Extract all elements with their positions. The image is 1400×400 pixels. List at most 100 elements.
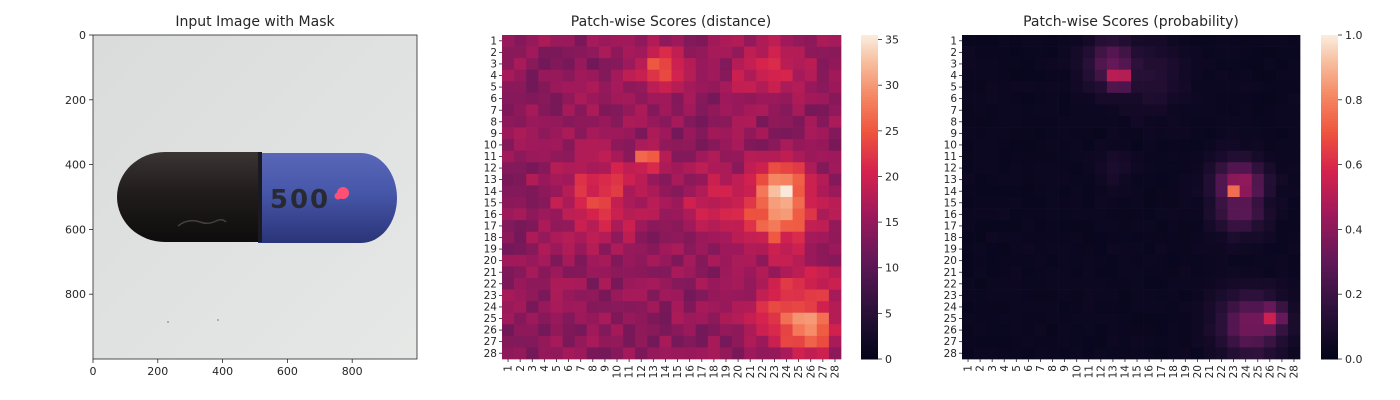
heatmap-cell xyxy=(719,173,733,186)
heatmap-cell xyxy=(719,150,733,163)
colorbar-step xyxy=(861,202,878,206)
heatmap-cell xyxy=(562,301,575,314)
heatmap-cell xyxy=(732,197,745,209)
heatmap-cell xyxy=(610,289,624,302)
heatmap-cell xyxy=(1191,266,1204,279)
heatmap-cell xyxy=(756,335,769,348)
heatmap-cell xyxy=(586,231,600,244)
heatmap-cell xyxy=(1082,116,1096,128)
heatmap-cell xyxy=(610,127,624,140)
heatmap-cell xyxy=(986,289,999,302)
colorbar-step xyxy=(861,278,878,282)
heatmap-cell xyxy=(695,197,709,209)
heatmap-cell xyxy=(1082,301,1096,314)
row-tick-label: 22 xyxy=(944,278,957,290)
heatmap-cell xyxy=(1106,197,1120,209)
heatmap-cell xyxy=(550,278,563,290)
heatmap-cell xyxy=(1167,243,1180,256)
heatmap-cell xyxy=(1082,162,1096,175)
heatmap-cell xyxy=(1143,301,1156,314)
colorbar-step xyxy=(1321,167,1338,171)
heatmap-cell xyxy=(756,58,769,71)
heatmap-cell xyxy=(974,162,987,175)
heatmap-cell xyxy=(1191,208,1204,221)
heatmap-cell xyxy=(1143,220,1156,233)
colorbar-step xyxy=(1321,234,1338,238)
heatmap-cell xyxy=(1167,197,1180,209)
heatmap-cell xyxy=(502,58,515,71)
heatmap-cell xyxy=(719,139,733,152)
heatmap-cell xyxy=(707,127,721,140)
heatmap-cell xyxy=(1287,208,1301,221)
col-tick-label: 15 xyxy=(1132,365,1144,378)
heatmap-cell xyxy=(1082,104,1096,117)
heatmap-cell xyxy=(804,266,818,279)
heatmap-cell xyxy=(610,301,624,314)
heatmap-cell xyxy=(562,185,575,198)
heatmap-cell xyxy=(768,46,781,59)
heatmap-cell xyxy=(1058,127,1071,140)
heatmap-cell xyxy=(1118,324,1132,337)
heatmap-cell xyxy=(1263,208,1277,221)
heatmap-cell xyxy=(792,220,806,233)
heatmap-cell xyxy=(647,243,660,256)
heatmap-cell xyxy=(574,266,588,279)
heatmap-cell xyxy=(526,231,539,244)
heatmap-cell xyxy=(962,127,975,140)
heatmap-cell xyxy=(1082,92,1096,105)
heatmap-cell xyxy=(1106,150,1120,163)
heatmap-cell xyxy=(659,46,672,59)
heatmap-cell xyxy=(780,347,793,360)
heatmap-cell xyxy=(514,162,527,175)
heatmap-cell xyxy=(768,312,781,325)
colorbar-step xyxy=(861,148,878,152)
heatmap-cell xyxy=(586,278,600,290)
heatmap-cell xyxy=(1058,289,1071,302)
heatmap-cell xyxy=(1263,335,1277,348)
heatmap-cell xyxy=(1118,347,1132,360)
heatmap-cell xyxy=(1167,104,1180,117)
heatmap-cell xyxy=(1106,139,1120,152)
heatmap-cell xyxy=(756,243,769,256)
heatmap-cell xyxy=(1275,289,1289,302)
colorbar-step xyxy=(1321,153,1338,157)
heatmap-cell xyxy=(550,162,563,175)
heatmap-cell xyxy=(1046,312,1059,325)
heatmap-cell xyxy=(574,278,588,290)
heatmap-cell xyxy=(695,347,709,360)
colorbar-step xyxy=(1321,156,1338,160)
heatmap-cell xyxy=(1239,312,1253,325)
heatmap-cell xyxy=(1251,289,1265,302)
heatmap-cell xyxy=(1239,220,1253,233)
heatmap-cell xyxy=(986,139,999,152)
row-tick-label: 11 xyxy=(944,151,957,163)
colorbar-step xyxy=(861,237,878,241)
heatmap-cell xyxy=(998,278,1011,290)
heatmap-cell xyxy=(1275,116,1289,128)
heatmap-cell xyxy=(719,46,733,59)
heatmap-cell xyxy=(550,254,563,267)
heatmap-cell xyxy=(732,231,745,244)
heatmap-cell xyxy=(828,266,842,279)
heatmap-cell xyxy=(683,127,697,140)
heatmap-cell xyxy=(647,220,660,233)
colorbar-step xyxy=(861,226,878,230)
heatmap-cell xyxy=(1094,58,1108,71)
heatmap-cell xyxy=(1082,127,1096,140)
heatmap-cell xyxy=(1203,335,1216,348)
heatmap-cell xyxy=(828,197,842,209)
heatmap-cell xyxy=(526,69,539,82)
heatmap-cell xyxy=(635,150,648,163)
colorbar-step xyxy=(1321,48,1338,52)
heatmap-cell xyxy=(1167,301,1180,314)
heatmap-cell xyxy=(562,162,575,175)
heatmap-cell xyxy=(804,69,818,82)
heatmap-cell xyxy=(1094,335,1108,348)
heatmap-cell xyxy=(1203,58,1216,71)
heatmap-cell xyxy=(1191,220,1204,233)
colorbar-step xyxy=(861,80,878,85)
heatmap-cell xyxy=(1251,197,1265,209)
colorbar-step xyxy=(861,194,878,198)
heatmap-cell xyxy=(1263,185,1277,198)
heatmap-cell xyxy=(1034,116,1047,128)
